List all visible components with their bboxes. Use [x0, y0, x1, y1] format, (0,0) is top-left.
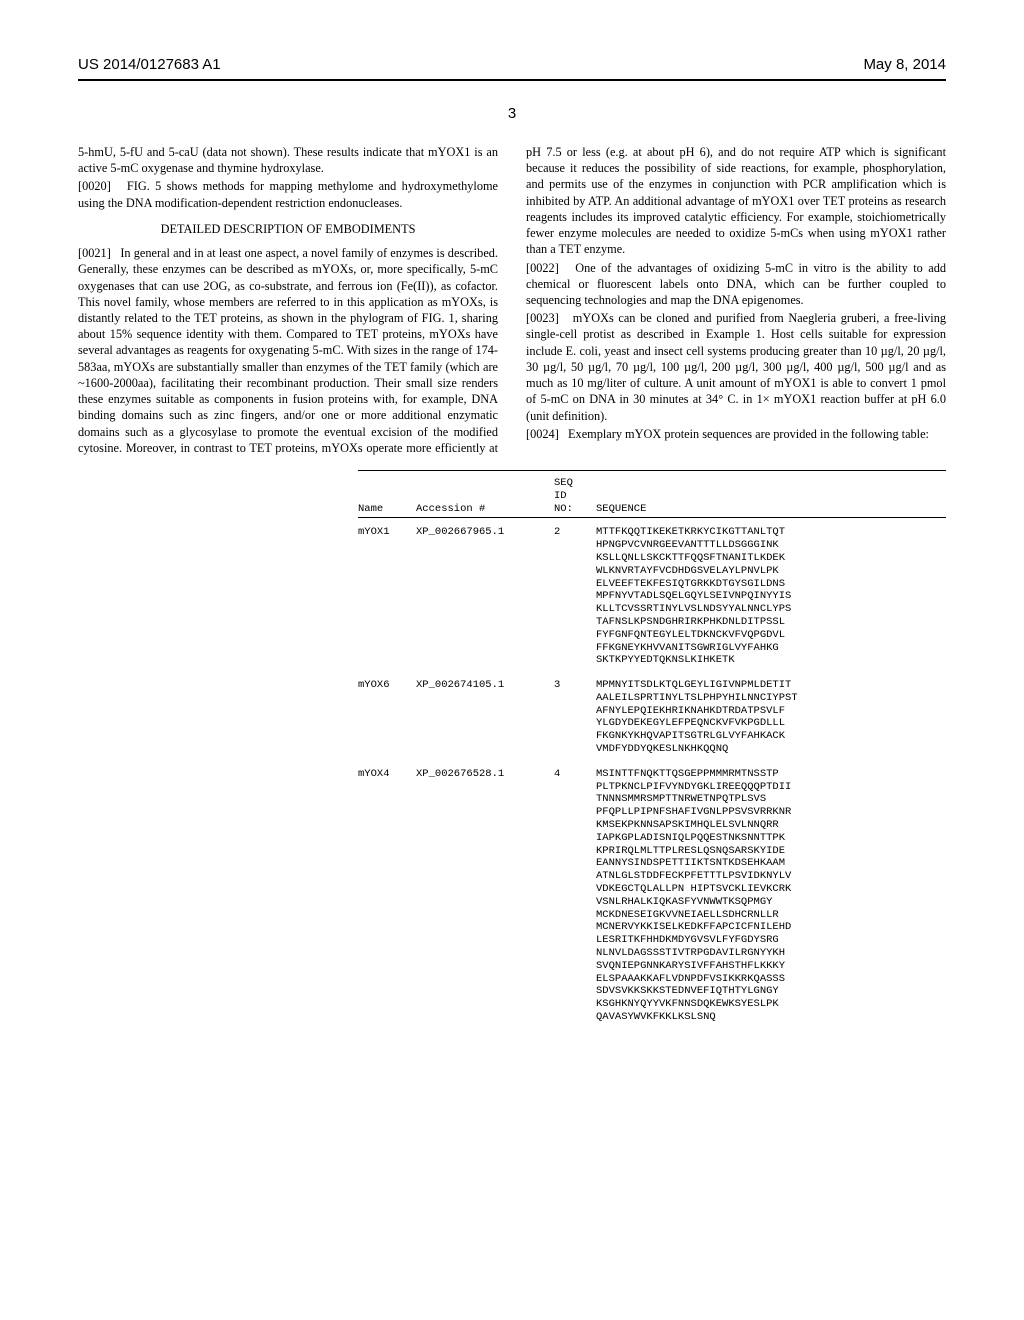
th-seqid-l3: NO: [554, 503, 573, 515]
para-num: [0024] [526, 427, 559, 441]
cell-seqid: 3 [554, 671, 596, 760]
table-top-rule [358, 470, 946, 471]
cell-sequence: MTTFKQQTIKEKETKRKYCIKGTTANLTQT HPNGPVCVN… [596, 518, 946, 671]
para-0020: [0020] FIG. 5 shows methods for mapping … [78, 178, 498, 210]
th-seqid-l2: ID [554, 490, 567, 502]
th-accession: Accession # [416, 475, 554, 518]
table-row: mYOX6XP_002674105.13MPMNYITSDLKTQLGEYLIG… [358, 671, 946, 760]
body-columns: 5-hmU, 5-fU and 5-caU (data not shown). … [78, 144, 946, 456]
para-0020-pre: 5-hmU, 5-fU and 5-caU (data not shown). … [78, 144, 498, 176]
para-text: FIG. 5 shows methods for mapping methylo… [78, 179, 498, 209]
cell-seqid: 2 [554, 518, 596, 671]
cell-sequence: MSINTTFNQKTTQSGEPPMMMRMTNSSTP PLTPKNCLPI… [596, 760, 946, 1028]
sequence-table-wrap: Name Accession # SEQIDNO: SEQUENCE mYOX1… [358, 470, 946, 1030]
para-num: [0022] [526, 261, 559, 275]
cell-accession: XP_002676528.1 [416, 760, 554, 1028]
para-num: [0021] [78, 246, 111, 260]
cell-sequence: MPMNYITSDLKTQLGEYLIGIVNPMLDETIT AALEILSP… [596, 671, 946, 760]
section-heading-detailed: DETAILED DESCRIPTION OF EMBODIMENTS [78, 221, 498, 237]
th-seqid-l1: SEQ [554, 477, 573, 489]
sequence-table: Name Accession # SEQIDNO: SEQUENCE mYOX1… [358, 475, 946, 1028]
th-name: Name [358, 475, 416, 518]
page-number: 3 [78, 105, 946, 122]
sequence-table-section: Name Accession # SEQIDNO: SEQUENCE mYOX1… [78, 470, 946, 1030]
para-0023: [0023] mYOXs can be cloned and purified … [526, 310, 946, 424]
cell-seqid: 4 [554, 760, 596, 1028]
th-sequence: SEQUENCE [596, 475, 946, 518]
para-num: [0020] [78, 179, 111, 193]
table-row: mYOX1XP_002667965.12MTTFKQQTIKEKETKRKYCI… [358, 518, 946, 671]
cell-name: mYOX6 [358, 671, 416, 760]
publication-date: May 8, 2014 [863, 56, 946, 73]
th-seqid: SEQIDNO: [554, 475, 596, 518]
para-0024: [0024] Exemplary mYOX protein sequences … [526, 426, 946, 442]
para-text: mYOXs can be cloned and purified from Na… [526, 311, 946, 422]
cell-accession: XP_002674105.1 [416, 671, 554, 760]
para-text: Exemplary mYOX protein sequences are pro… [568, 427, 929, 441]
table-row: mYOX4XP_002676528.14MSINTTFNQKTTQSGEPPMM… [358, 760, 946, 1028]
cell-name: mYOX1 [358, 518, 416, 671]
table-body: mYOX1XP_002667965.12MTTFKQQTIKEKETKRKYCI… [358, 518, 946, 1028]
publication-number: US 2014/0127683 A1 [78, 56, 221, 73]
para-text: One of the advantages of oxidizing 5-mC … [526, 261, 946, 307]
header-rule [78, 79, 946, 81]
page-header: US 2014/0127683 A1 May 8, 2014 [78, 56, 946, 79]
para-num: [0023] [526, 311, 559, 325]
cell-name: mYOX4 [358, 760, 416, 1028]
cell-accession: XP_002667965.1 [416, 518, 554, 671]
patent-page: US 2014/0127683 A1 May 8, 2014 3 5-hmU, … [0, 0, 1024, 1320]
table-head: Name Accession # SEQIDNO: SEQUENCE [358, 475, 946, 518]
para-0022: [0022] One of the advantages of oxidizin… [526, 260, 946, 309]
